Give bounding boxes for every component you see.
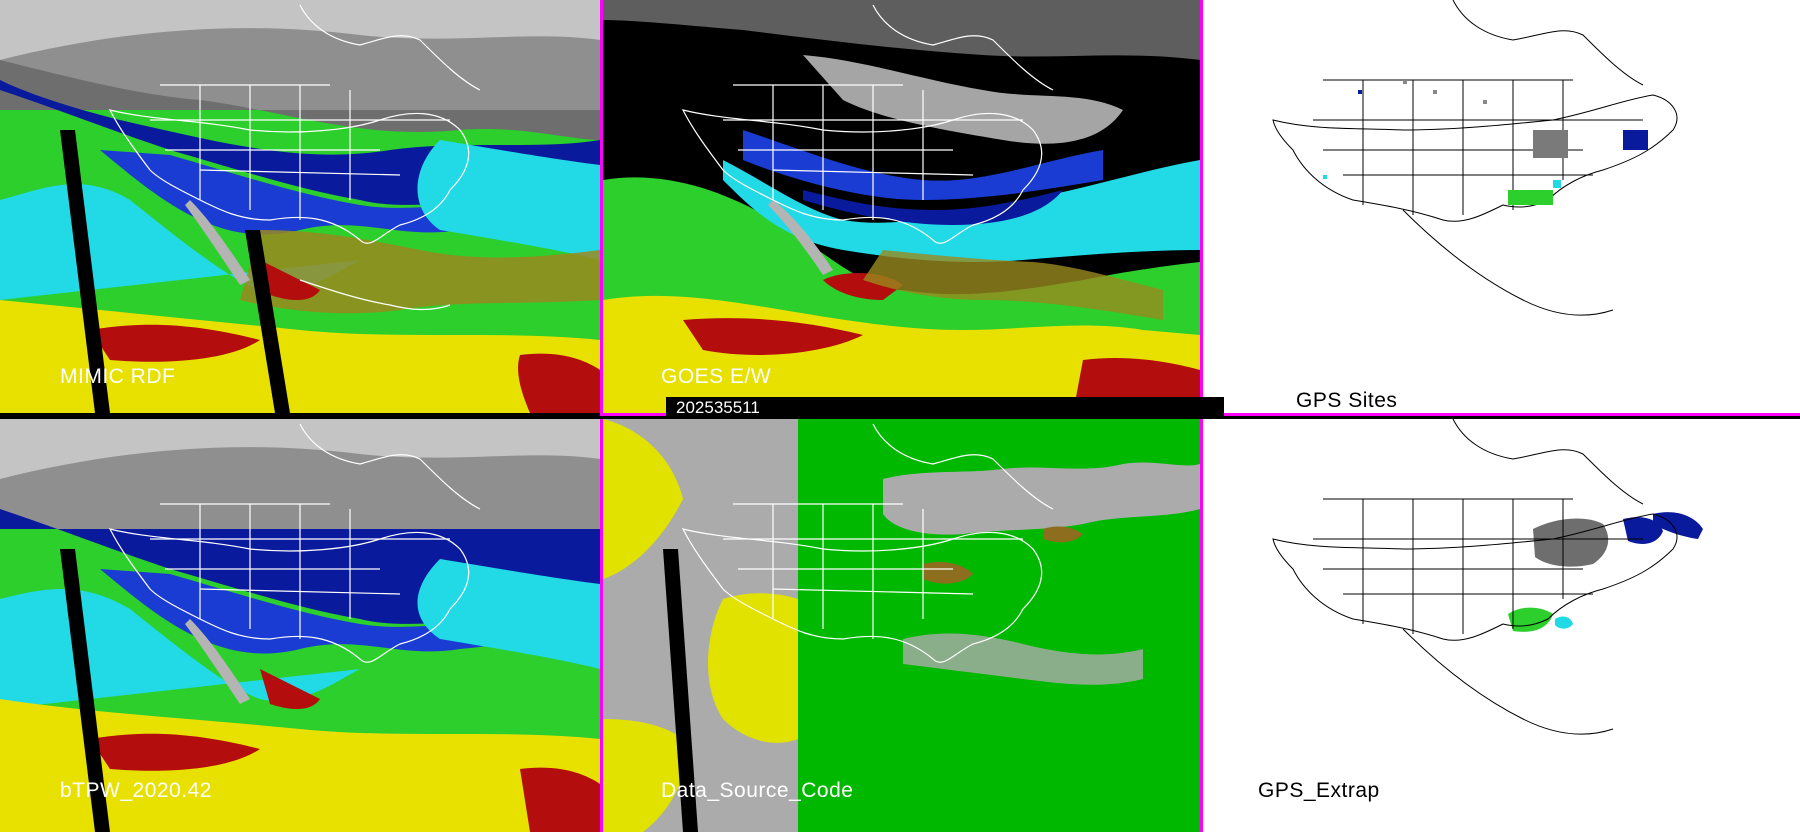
gps-extrap-boundaries-icon — [1272, 419, 1678, 735]
goes-map — [603, 0, 1200, 413]
gps-sites-label: GPS Sites 150 — [1258, 365, 1397, 413]
timestamp-text: 202535511 — [676, 398, 760, 417]
btpw-label: bTPW_2020.42 — [60, 779, 212, 802]
gps-sites-title: GPS Sites — [1296, 389, 1398, 412]
btpw-panel: bTPW_2020.42 — [0, 419, 600, 832]
mimic-label: MIMIC RDF — [60, 365, 176, 388]
gps-extrap-fields-icon — [1508, 512, 1703, 632]
goes-panel: GOES E/W — [603, 0, 1200, 413]
timestamp-bar: 202535511 — [666, 397, 1224, 419]
mimic-panel: MIMIC RDF — [0, 0, 600, 413]
mimic-map — [0, 0, 600, 413]
data-source-panel: Data_Source_Code — [603, 419, 1200, 832]
gps-extrap-panel: GPS_Extrap — [1203, 419, 1800, 832]
btpw-map — [0, 419, 600, 832]
gps-extrap-label: GPS_Extrap — [1258, 779, 1380, 802]
data-source-map — [603, 419, 1200, 832]
gps-extrap-map — [1203, 419, 1800, 832]
goes-label: GOES E/W — [661, 365, 772, 388]
data-source-label: Data_Source_Code — [661, 779, 854, 802]
data-source-boundaries-icon — [681, 423, 1054, 663]
gps-site-markers-icon — [1323, 80, 1648, 205]
mimic-boundaries-icon — [108, 4, 481, 311]
gps-sites-boundaries-icon — [1272, 0, 1678, 316]
gps-sites-map — [1203, 0, 1800, 413]
gps-sites-panel: GPS Sites 150 — [1203, 0, 1800, 413]
btpw-boundaries-icon — [108, 423, 481, 663]
goes-boundaries-icon — [681, 4, 1054, 244]
